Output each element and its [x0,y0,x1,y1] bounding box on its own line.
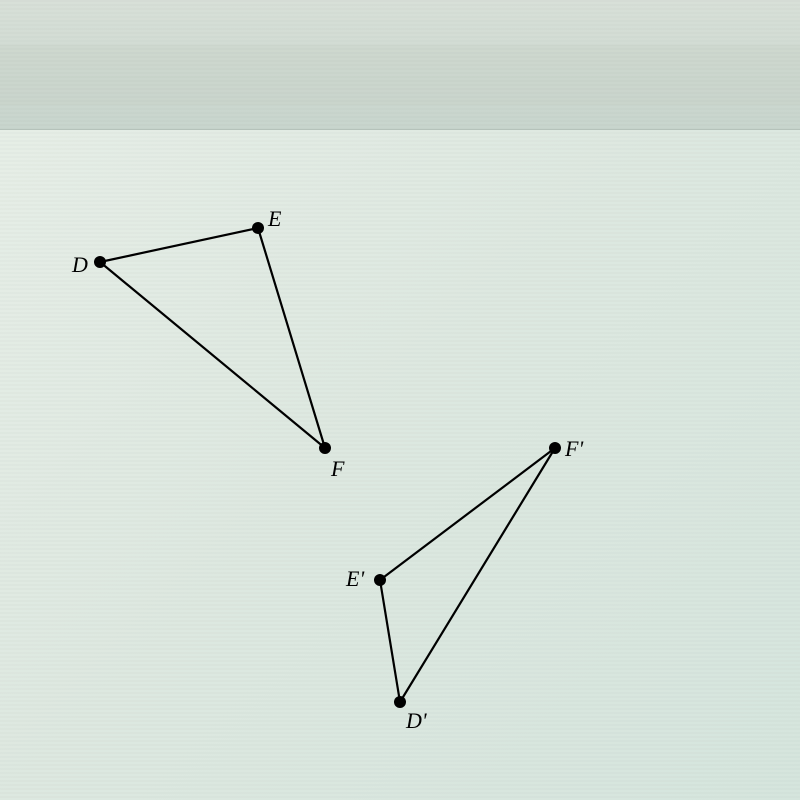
label-dp: D' [406,708,427,734]
label-f: F [331,456,344,482]
label-d: D [72,252,88,278]
label-e: E [268,206,281,232]
geometry-canvas [0,0,800,800]
triangle-outline-original [100,228,325,448]
triangle-outline-image [380,448,555,702]
vertex-f [319,442,331,454]
vertex-ep [374,574,386,586]
vertex-dp [394,696,406,708]
vertex-e [252,222,264,234]
vertex-d [94,256,106,268]
label-fp: F' [565,436,583,462]
label-ep: E' [346,566,364,592]
triangle-def [94,222,331,454]
triangle-dprime-eprime-fprime [374,442,561,708]
vertex-fp [549,442,561,454]
